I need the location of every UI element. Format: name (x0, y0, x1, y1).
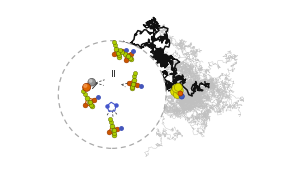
Circle shape (179, 94, 184, 99)
Circle shape (174, 83, 182, 91)
Circle shape (172, 84, 180, 92)
Circle shape (178, 91, 183, 96)
Circle shape (88, 78, 96, 86)
Circle shape (89, 80, 92, 82)
Circle shape (170, 88, 179, 96)
Circle shape (173, 91, 181, 98)
Circle shape (175, 87, 183, 95)
Circle shape (83, 83, 91, 91)
Circle shape (84, 84, 87, 87)
Circle shape (58, 41, 166, 148)
